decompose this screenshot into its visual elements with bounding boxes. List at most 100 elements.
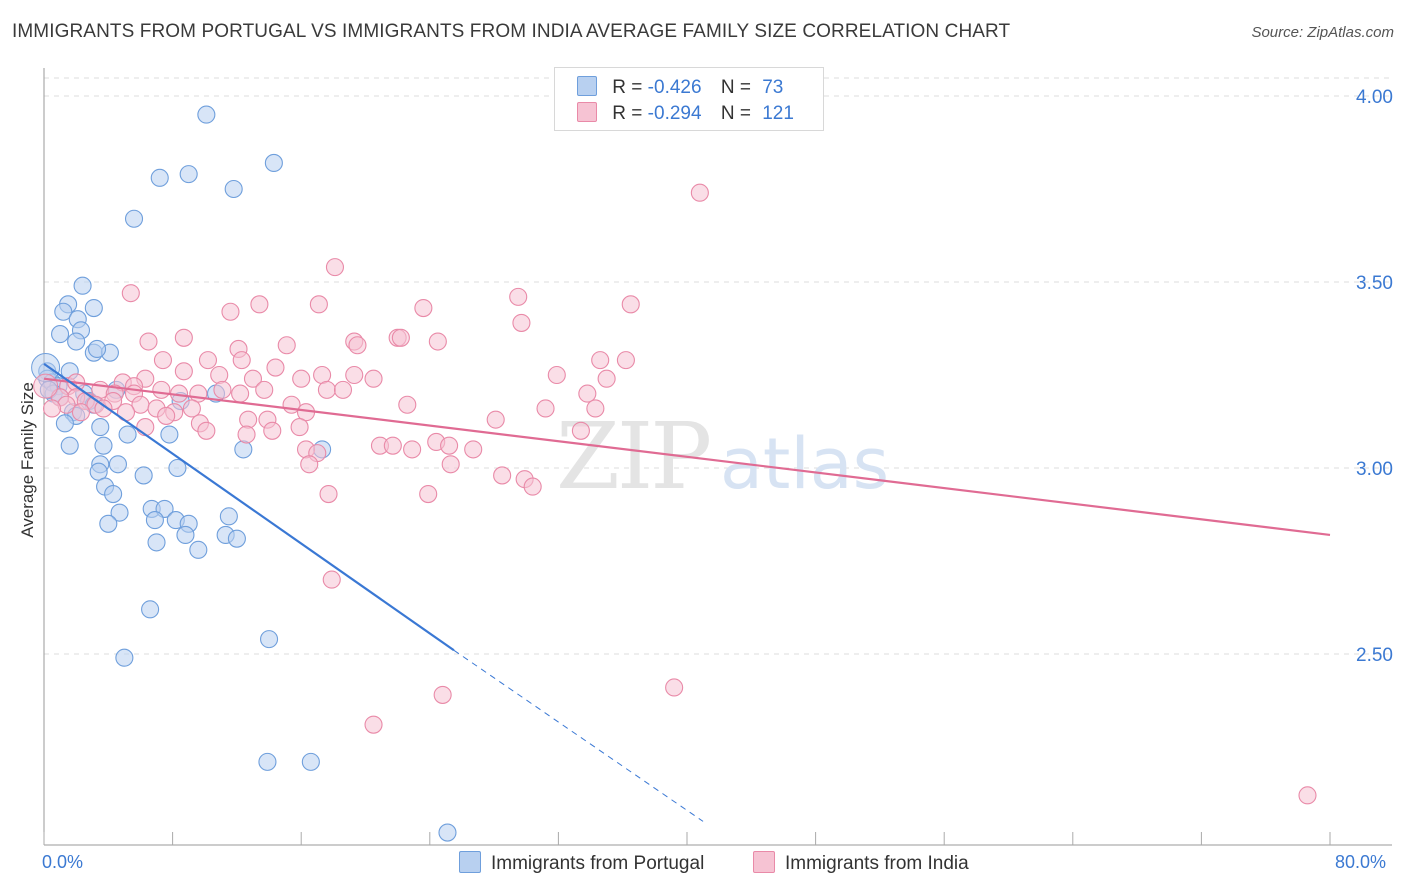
source-label: Source: ZipAtlas.com <box>1251 24 1394 41</box>
portugal-point <box>115 648 134 667</box>
portugal-point <box>104 484 123 504</box>
series-portugal-points <box>31 105 457 842</box>
india-point <box>232 351 251 370</box>
portugal-point <box>87 339 107 359</box>
legend-n-value: 73 <box>762 77 784 98</box>
india-point <box>255 380 274 399</box>
india-point <box>317 380 336 399</box>
india-point <box>665 678 684 697</box>
legend-label-portugal: Immigrants from Portugal <box>491 853 705 874</box>
portugal-point <box>227 529 246 548</box>
portugal-point <box>264 153 283 173</box>
india-point <box>419 484 438 504</box>
portugal-point <box>91 418 110 437</box>
india-point <box>493 466 512 485</box>
portugal-point <box>89 462 108 481</box>
legend-swatch-india <box>753 851 775 873</box>
india-point <box>277 336 296 355</box>
portugal-point <box>51 325 70 344</box>
india-point <box>536 399 555 418</box>
y-axis-label: Average Family Size <box>18 382 37 538</box>
portugal-point <box>60 436 79 455</box>
y-tick-labels: 2.50 3.00 3.50 4.00 <box>1356 87 1393 666</box>
portugal-point <box>176 525 195 545</box>
india-point <box>441 455 460 474</box>
india-point <box>403 440 422 459</box>
india-point <box>237 425 256 444</box>
portugal-point <box>258 752 277 771</box>
india-point <box>243 369 263 388</box>
india-point <box>153 351 173 370</box>
india-point <box>586 399 605 418</box>
india-point <box>263 421 282 440</box>
portugal-trend-extension <box>453 649 704 822</box>
portugal-trend-line <box>43 362 455 652</box>
portugal-point <box>73 276 92 295</box>
legend-n-label: N = <box>720 77 751 98</box>
portugal-point <box>224 179 243 199</box>
y-tick-label: 3.00 <box>1356 459 1393 480</box>
correlation-legend: R = -0.426 N = 73 R = -0.294 N = 121 <box>554 67 824 131</box>
portugal-point <box>234 440 253 459</box>
legend-item-india: Immigrants from India <box>753 851 969 875</box>
legend-r-value: -0.426 <box>647 77 702 98</box>
y-tick-label: 3.50 <box>1356 273 1393 294</box>
india-point <box>157 406 176 425</box>
india-point <box>364 715 383 734</box>
india-trend-line <box>43 377 1331 537</box>
portugal-point <box>99 514 118 533</box>
y-tick-label: 2.50 <box>1356 645 1393 666</box>
legend-item-portugal: Immigrants from Portugal <box>459 851 704 875</box>
india-point <box>509 287 528 306</box>
india-point <box>391 328 410 347</box>
axes <box>43 68 1392 846</box>
india-point <box>440 436 459 455</box>
india-point <box>152 380 171 399</box>
india-point <box>231 384 250 403</box>
india-point <box>433 685 452 704</box>
india-point <box>414 298 433 318</box>
legend-swatch-portugal <box>577 76 597 96</box>
india-point <box>591 351 610 370</box>
india-point <box>547 365 566 385</box>
india-point <box>250 295 269 314</box>
portugal-point <box>259 630 279 649</box>
trend-lines <box>43 362 1331 822</box>
india-point <box>42 399 62 418</box>
y-tick-label: 4.00 <box>1356 87 1393 108</box>
portugal-point <box>147 533 166 552</box>
india-point <box>464 440 483 459</box>
legend-n-label: N = <box>720 103 751 124</box>
portugal-point <box>84 298 103 318</box>
india-point <box>290 418 309 437</box>
india-point <box>239 410 258 429</box>
portugal-point <box>150 168 169 187</box>
portugal-point <box>160 425 179 444</box>
india-point <box>266 358 285 377</box>
watermark: ZIP atlas <box>556 403 889 510</box>
india-point <box>690 183 709 202</box>
portugal-point <box>438 823 457 842</box>
india-point <box>578 384 597 403</box>
portugal-point <box>179 165 198 184</box>
india-point <box>325 258 345 277</box>
india-point <box>197 421 216 440</box>
portugal-point <box>219 507 238 526</box>
india-point <box>71 403 91 422</box>
india-point <box>174 362 193 381</box>
portugal-point <box>110 503 129 522</box>
india-point <box>198 351 218 370</box>
india-point <box>512 313 531 332</box>
legend-n-value: 121 <box>762 103 794 124</box>
portugal-point <box>124 209 144 228</box>
legend-row-portugal: R = -0.426 N = 73 <box>577 76 783 100</box>
legend-swatch-india <box>577 102 597 122</box>
legend-r-label: R = <box>612 77 643 98</box>
india-point <box>616 351 635 370</box>
india-point <box>523 477 542 496</box>
india-point <box>486 410 505 429</box>
india-point <box>597 369 616 388</box>
portugal-point <box>141 600 160 619</box>
legend-r-value: -0.294 <box>647 103 702 124</box>
